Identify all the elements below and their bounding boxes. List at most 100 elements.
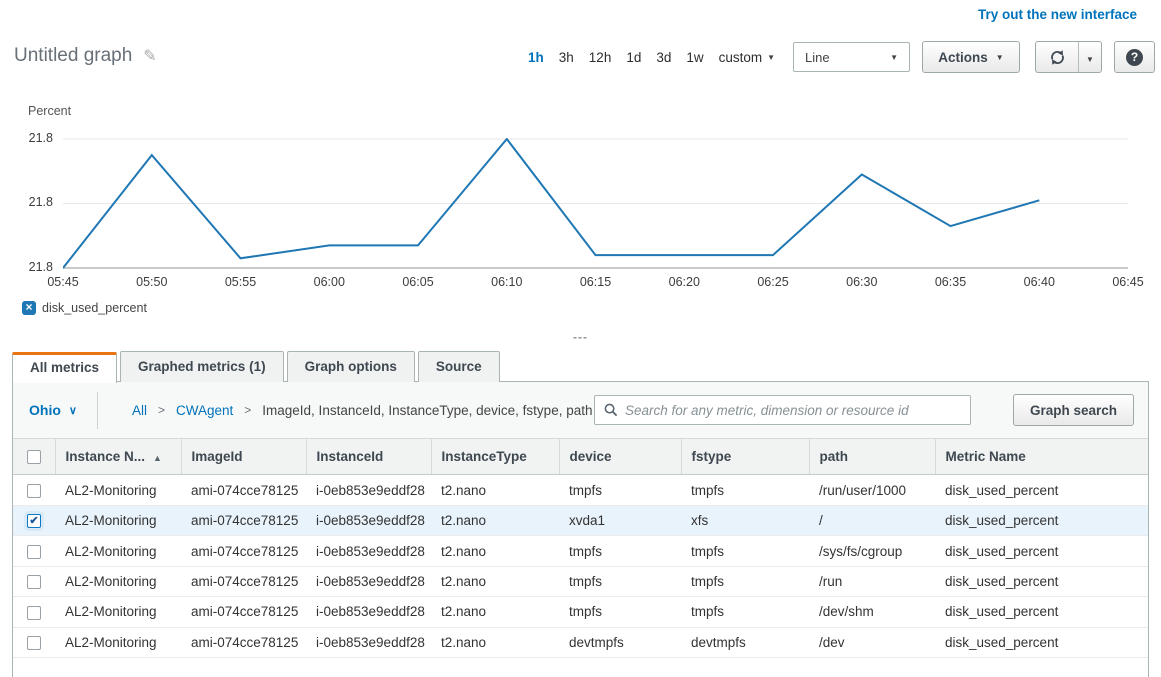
row-select-cell <box>13 596 55 628</box>
graph-title-row: Untitled graph ✎ <box>14 45 157 67</box>
table-cell: /dev/shm <box>809 596 935 628</box>
time-range-3d[interactable]: 3d <box>656 50 672 65</box>
breadcrumb-link-all[interactable]: All <box>131 402 147 418</box>
table-header-row: Instance N... ▲ ImageId InstanceId InstanceT… <box>13 439 1148 476</box>
table-cell: i-0eb853e9eddf28 <box>306 596 431 628</box>
column-header-instance-n[interactable]: Instance N... ▲ <box>55 439 182 476</box>
new-interface-link[interactable]: Try out the new interface <box>977 7 1137 22</box>
table-row[interactable]: AL2-Monitoring ami-074cce78125 i-0eb853e9e… <box>13 535 1148 567</box>
help-button[interactable]: ? <box>1114 41 1155 73</box>
column-header-metric-name[interactable]: Metric Name <box>935 439 1148 476</box>
table-cell: ami-074cce78125 <box>181 596 306 628</box>
column-header-fstype[interactable]: fstype <box>681 439 810 476</box>
series-line-disk-used-percent[interactable] <box>63 138 1040 269</box>
column-header-instanceid[interactable]: InstanceId <box>306 439 432 476</box>
table-row[interactable]: AL2-Monitoring ami-074cce78125 i-0eb853e9e… <box>13 565 1148 597</box>
y-tick-label: 21.8 <box>28 260 53 274</box>
table-cell: ami-074cce78125 <box>181 504 306 536</box>
table-cell: ami-074cce78125 <box>181 474 306 506</box>
time-range-12h[interactable]: 12h <box>588 50 612 65</box>
column-header-path[interactable]: path <box>809 439 936 476</box>
table-cell: t2.nano <box>431 596 559 628</box>
x-tick-label: 06:35 <box>934 275 967 289</box>
column-header-imageid[interactable]: ImageId <box>181 439 307 476</box>
table-cell: devtmpfs <box>559 626 681 658</box>
tab-graph-options[interactable]: Graph options <box>286 351 415 382</box>
metrics-toolbar: Ohio ∨ All > CWAgent > ImageId, InstanceId, … <box>13 382 1148 439</box>
table-row[interactable]: ✔ AL2-Monitoring ami-074cce78125 i-0eb853e9… <box>13 504 1148 536</box>
column-header-device[interactable]: device <box>559 439 682 476</box>
table-cell: xfs <box>681 504 809 536</box>
table-cell: AL2-Monitoring <box>55 596 181 628</box>
x-tick-label: 06:15 <box>579 275 612 289</box>
region-label: Ohio <box>29 402 61 418</box>
actions-button[interactable]: Actions ▼ <box>922 41 1020 73</box>
time-range-1d[interactable]: 1d <box>626 50 642 65</box>
actions-label: Actions <box>938 49 988 65</box>
x-tick-label: 05:45 <box>47 275 79 289</box>
tab-source[interactable]: Source <box>417 351 500 382</box>
search-input[interactable] <box>624 402 961 418</box>
breadcrumb-link-cwagent[interactable]: CWAgent <box>175 402 234 418</box>
table-cell: devtmpfs <box>681 626 809 658</box>
row-select-cell <box>13 626 55 658</box>
x-tick-label: 05:55 <box>224 275 257 289</box>
table-row-partial <box>13 657 1148 677</box>
edit-title-pencil-icon[interactable]: ✎ <box>143 48 157 65</box>
table-row[interactable]: AL2-Monitoring ami-074cce78125 i-0eb853e9e… <box>13 596 1148 628</box>
table-cell: /sys/fs/cgroup <box>809 535 935 567</box>
metric-line-chart: Percent 21.8 21.8 21.8 05:45 05:50 05:55 06:0… <box>0 100 1161 328</box>
chevron-down-icon: ∨ <box>68 404 77 417</box>
refresh-button[interactable] <box>1035 41 1079 73</box>
row-checkbox[interactable] <box>27 483 41 498</box>
row-checkbox[interactable] <box>27 544 41 559</box>
table-cell: t2.nano <box>431 474 559 506</box>
breadcrumb-separator: > <box>157 403 165 417</box>
x-tick-label: 06:00 <box>313 275 345 289</box>
table-cell: xvda1 <box>559 504 681 536</box>
row-checkbox[interactable] <box>27 605 41 620</box>
table-cell: i-0eb853e9eddf28 <box>306 565 431 597</box>
metrics-tabs: All metrics Graphed metrics (1) Graph opti… <box>12 351 500 383</box>
breadcrumb: All > CWAgent > ImageId, InstanceId, Instanc… <box>132 403 593 418</box>
column-header-label: InstanceType <box>441 449 527 465</box>
table-cell: AL2-Monitoring <box>55 535 181 567</box>
row-checkbox[interactable] <box>27 636 41 651</box>
time-range-1h[interactable]: 1h <box>528 50 544 65</box>
y-tick-label: 21.8 <box>28 195 53 209</box>
time-range-1w[interactable]: 1w <box>686 50 704 65</box>
column-header-instancetype[interactable]: InstanceType <box>431 439 560 476</box>
row-select-cell: ✔ <box>13 504 55 536</box>
graph-title: Untitled graph <box>14 45 133 66</box>
x-tick-label: 06:10 <box>491 275 523 289</box>
table-row[interactable]: AL2-Monitoring ami-074cce78125 i-0eb853e9e… <box>13 626 1148 658</box>
table-cell: t2.nano <box>431 565 559 597</box>
x-tick-label: 06:30 <box>846 275 878 289</box>
select-all-checkbox[interactable] <box>26 450 41 465</box>
table-row[interactable]: AL2-Monitoring ami-074cce78125 i-0eb853e9e… <box>13 474 1148 506</box>
chart-type-select[interactable]: Line ▼ <box>793 42 910 72</box>
custom-range-dropdown[interactable]: custom ▼ <box>719 50 775 65</box>
table-cell: tmpfs <box>681 596 809 628</box>
column-header-label: Metric Name <box>945 449 1026 465</box>
panel-resize-handle[interactable]: --- <box>573 330 588 344</box>
legend-item[interactable]: × disk_used_percent <box>22 301 147 315</box>
row-select-cell <box>13 565 55 597</box>
x-tick-label: 06:05 <box>402 275 434 289</box>
refresh-options-caret[interactable]: ▼ <box>1078 41 1102 73</box>
column-header-label: device <box>569 449 612 465</box>
row-checkbox[interactable]: ✔ <box>27 514 41 529</box>
tab-graphed-metrics-1[interactable]: Graphed metrics (1) <box>120 351 284 382</box>
table-cell: /dev <box>809 626 935 658</box>
table-cell <box>13 657 1148 677</box>
graph-search-button[interactable]: Graph search <box>1012 394 1134 426</box>
x-tick-label: 06:40 <box>1023 275 1055 289</box>
chevron-down-icon: ▼ <box>995 52 1004 62</box>
row-checkbox[interactable] <box>27 575 41 590</box>
region-dropdown[interactable]: Ohio ∨ <box>29 402 77 418</box>
tab-all-metrics[interactable]: All metrics <box>12 352 118 383</box>
chevron-down-icon: ▼ <box>890 52 898 62</box>
legend-remove-icon[interactable]: × <box>22 301 36 315</box>
time-range-3h[interactable]: 3h <box>558 50 574 65</box>
